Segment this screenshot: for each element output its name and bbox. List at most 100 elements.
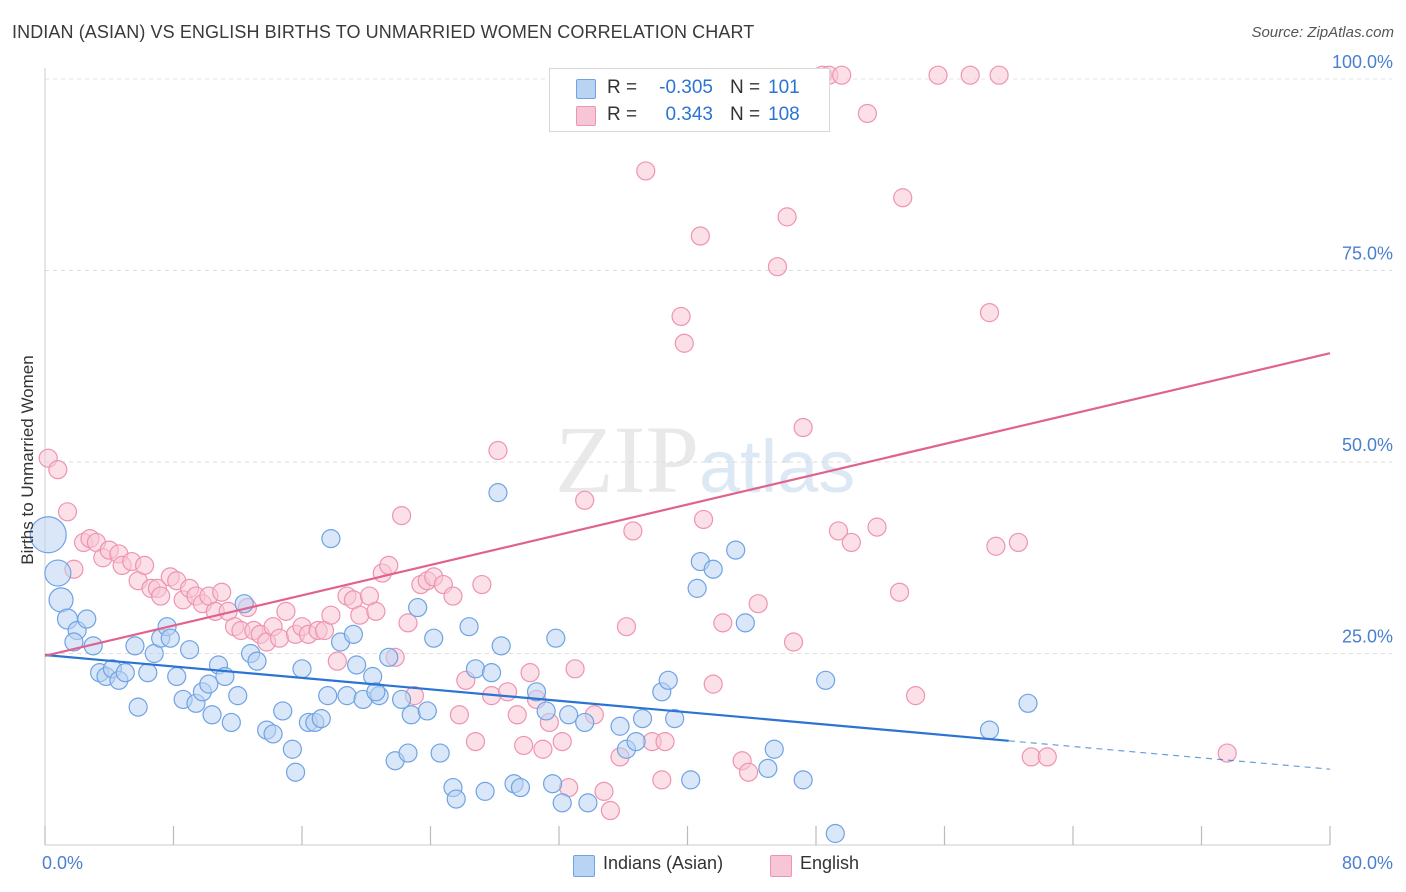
pink-swatch xyxy=(576,106,596,126)
point-english xyxy=(151,586,171,606)
point-indians-asian xyxy=(658,670,678,690)
point-indians-asian xyxy=(726,540,746,560)
stats-box: R = -0.305 N = 101 R = 0.343 N = 108 xyxy=(549,68,830,132)
point-english xyxy=(552,731,572,752)
point-english xyxy=(1217,743,1237,763)
point-english xyxy=(979,303,1000,323)
point-english xyxy=(600,800,621,821)
point-english xyxy=(616,617,637,637)
point-english xyxy=(379,555,399,576)
point-indians-asian xyxy=(282,739,302,759)
point-indians-asian xyxy=(632,709,653,729)
point-english xyxy=(48,460,68,480)
point-english xyxy=(1021,747,1041,767)
point-indians-asian xyxy=(575,712,595,733)
point-english xyxy=(960,65,980,85)
point-indians-asian xyxy=(292,659,312,679)
blue-swatch xyxy=(573,855,595,877)
point-indians-asian xyxy=(64,632,84,652)
point-indians-asian xyxy=(559,705,579,725)
point-english xyxy=(449,705,470,725)
point-indians-asian xyxy=(263,724,283,744)
y-tick-label: 75.0% xyxy=(1342,244,1393,264)
point-english xyxy=(986,536,1006,556)
point-indians-asian xyxy=(510,777,531,798)
point-english xyxy=(1037,747,1057,767)
n-value: 108 xyxy=(768,104,800,125)
point-english xyxy=(989,65,1009,85)
point-indians-asian xyxy=(321,528,341,549)
y-tick-label: 50.0% xyxy=(1342,435,1393,455)
point-indians-asian xyxy=(578,793,598,813)
chart-title: INDIAN (ASIAN) VS ENGLISH BIRTHS TO UNMA… xyxy=(12,22,755,42)
point-indians-asian xyxy=(48,587,74,613)
point-english xyxy=(565,659,585,679)
trend-line-indians-asian xyxy=(44,653,1009,742)
point-indians-asian xyxy=(398,743,418,763)
point-english xyxy=(327,651,347,671)
point-english xyxy=(713,613,733,633)
point-english xyxy=(321,605,341,625)
point-indians-asian xyxy=(526,682,547,702)
y-axis-label: Births to Unmarried Women xyxy=(18,355,37,565)
point-indians-asian xyxy=(366,682,386,702)
point-english xyxy=(443,586,463,606)
point-indians-asian xyxy=(160,628,180,648)
point-english xyxy=(857,103,878,124)
point-english xyxy=(636,161,656,181)
point-indians-asian xyxy=(311,709,331,729)
point-english xyxy=(867,517,887,537)
point-english xyxy=(748,594,768,614)
point-indians-asian xyxy=(424,628,444,648)
point-indians-asian xyxy=(465,659,486,679)
point-english xyxy=(366,601,386,621)
point-english xyxy=(533,739,553,759)
point-english xyxy=(655,731,675,752)
point-indians-asian xyxy=(430,743,450,763)
point-indians-asian xyxy=(687,578,707,598)
point-english xyxy=(690,226,710,246)
point-indians-asian xyxy=(417,701,437,721)
point-english xyxy=(594,781,614,801)
point-english xyxy=(738,762,759,782)
trend-line-indians-asian-extension xyxy=(1008,740,1331,770)
point-english xyxy=(488,440,508,461)
y-tick-label: 100.0% xyxy=(1332,52,1393,72)
point-indians-asian xyxy=(179,640,200,660)
r-value: -0.305 xyxy=(659,77,713,98)
point-english xyxy=(928,65,948,85)
point-english xyxy=(134,555,155,576)
point-indians-asian xyxy=(1018,693,1038,713)
r-value: 0.343 xyxy=(665,104,713,125)
point-english xyxy=(465,731,486,752)
point-indians-asian xyxy=(379,647,399,667)
point-indians-asian xyxy=(77,609,97,629)
point-indians-asian xyxy=(285,762,306,782)
point-english xyxy=(832,65,852,85)
point-indians-asian xyxy=(758,758,778,779)
point-indians-asian xyxy=(221,712,241,733)
point-english xyxy=(398,613,418,633)
point-english xyxy=(391,506,412,526)
point-indians-asian xyxy=(488,483,508,503)
point-english xyxy=(793,417,813,438)
r-label: R = xyxy=(607,104,638,125)
point-indians-asian xyxy=(408,597,428,618)
y-tick-label: 25.0% xyxy=(1342,627,1393,647)
point-indians-asian xyxy=(481,663,502,683)
point-indians-asian xyxy=(44,559,72,587)
legend-label: English xyxy=(800,853,860,873)
pink-swatch xyxy=(770,855,792,877)
point-english xyxy=(783,632,804,652)
r-label: R = xyxy=(607,77,638,98)
point-indians-asian xyxy=(793,770,813,790)
point-indians-asian xyxy=(610,716,630,736)
point-indians-asian xyxy=(764,739,784,759)
point-english xyxy=(777,207,797,227)
stats-row-english: R = 0.343 N = 108 xyxy=(550,101,829,128)
point-indians-asian xyxy=(343,624,363,644)
point-english xyxy=(575,490,595,510)
point-english xyxy=(889,582,910,602)
point-indians-asian xyxy=(199,674,219,694)
